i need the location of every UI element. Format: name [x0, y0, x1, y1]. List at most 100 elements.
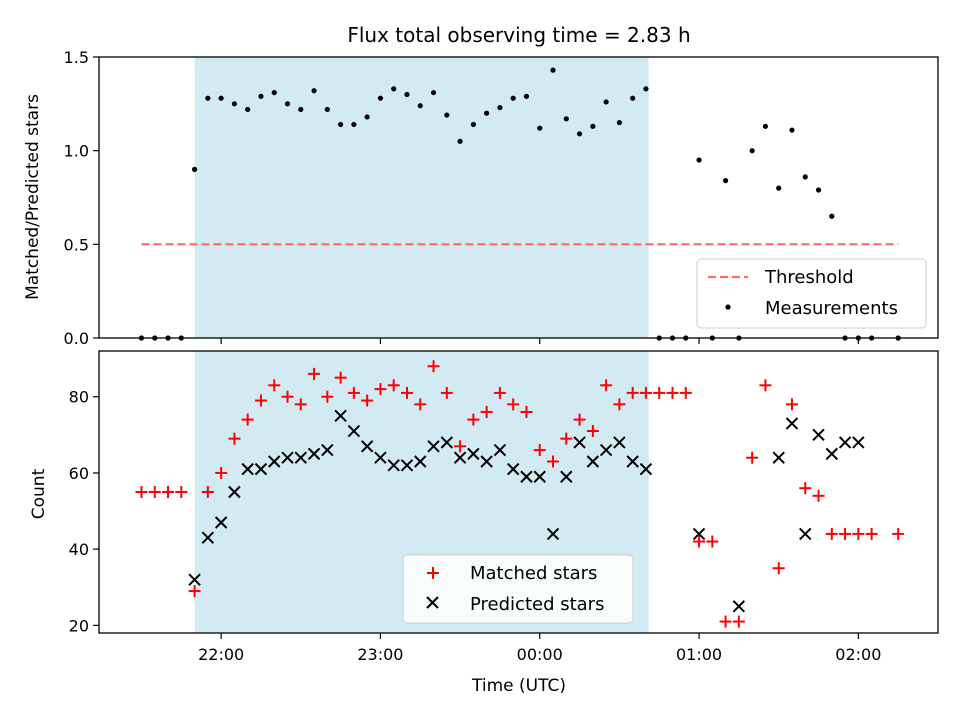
measurement-point	[231, 101, 238, 107]
matched-star-point	[852, 527, 865, 540]
bottom-y-tick-label: 80	[69, 388, 89, 407]
bottom-axes-frame	[98, 350, 939, 634]
predicted-star-point	[799, 527, 812, 541]
measurement-point	[563, 116, 569, 122]
predicted-star-point	[639, 462, 653, 476]
measurement-point	[298, 106, 304, 113]
predicted-star-point	[825, 447, 839, 461]
measurement-point	[271, 89, 277, 96]
measurement-point	[696, 157, 702, 163]
matched-star-point	[268, 379, 281, 392]
measurement-point	[457, 138, 463, 144]
matched-star-point	[520, 405, 533, 418]
predicted-star-point	[440, 436, 454, 449]
matched-star-point	[175, 486, 188, 498]
matched-star-point	[719, 615, 732, 628]
matched-star-point	[666, 386, 679, 399]
predicted-star-point	[467, 447, 480, 461]
predicted-star-point	[321, 443, 334, 457]
predicted-star-point	[812, 428, 825, 442]
measurement-point	[762, 123, 769, 129]
legend-matched-swatch	[427, 567, 439, 579]
measurement-point	[364, 114, 370, 120]
matched-star-point	[294, 398, 307, 411]
x-axis-label: Time (UTC)	[471, 676, 566, 696]
predicted-star-point	[387, 459, 400, 472]
measurement-point	[537, 125, 543, 131]
matched-star-point	[321, 390, 334, 403]
matched-star-point	[215, 466, 228, 479]
measurement-point	[191, 166, 198, 172]
predicted-star-point	[241, 462, 254, 476]
matched-star-point	[785, 398, 798, 411]
matched-star-point	[600, 379, 613, 392]
matched-star-point	[148, 486, 161, 498]
matched-star-point	[347, 386, 360, 399]
matched-star-point	[772, 562, 785, 575]
predicted-star-point	[599, 443, 613, 457]
x-tick-label: 02:00	[835, 645, 881, 664]
top-y-tick-label: 0.0	[64, 329, 89, 348]
measurement-point	[829, 213, 835, 219]
matched-star-point	[533, 444, 546, 457]
matched-star-point	[706, 535, 719, 548]
predicted-star-point	[560, 470, 573, 483]
predicted-star-point	[732, 600, 746, 613]
chart-title: Flux total observing time = 2.83 h	[347, 23, 690, 47]
matched-star-point	[308, 367, 321, 380]
measurement-point	[510, 95, 516, 101]
bottom-y-tick-label: 60	[69, 464, 89, 483]
predicted-star-point	[228, 485, 241, 499]
matched-star-point	[507, 398, 520, 411]
bottom-legend: Matched stars Predicted stars	[402, 554, 634, 624]
bottom-y-axis-label: Count	[29, 468, 49, 519]
measurement-point	[643, 86, 649, 92]
matched-star-point	[440, 386, 453, 399]
top-axes-frame	[98, 56, 939, 339]
predicted-star-point	[573, 436, 586, 449]
measurement-point	[749, 148, 755, 154]
matched-star-point	[427, 360, 440, 373]
measurement-point	[722, 178, 729, 184]
measurement-point	[391, 86, 397, 92]
matched-star-point	[639, 386, 652, 399]
predicted-star-point	[360, 440, 374, 453]
measurement-point	[470, 121, 476, 128]
predicted-star-point	[294, 451, 307, 464]
matched-star-point	[374, 383, 387, 396]
x-tick-label: 00:00	[517, 645, 563, 664]
measurement-point	[603, 99, 609, 105]
measurement-point	[311, 88, 317, 94]
predicted-star-point	[506, 462, 520, 476]
legend-matched-label: Matched stars	[470, 563, 597, 584]
legend-measurements-swatch	[725, 304, 731, 310]
matched-star-point	[626, 386, 639, 399]
predicted-star-point	[692, 527, 706, 541]
bottom-y-tick-label: 20	[69, 616, 89, 635]
measurement-point	[258, 93, 264, 99]
matched-star-point	[201, 486, 214, 498]
predicted-star-point	[838, 436, 852, 449]
measurement-point	[351, 121, 357, 128]
top-legend-box	[696, 258, 927, 329]
predicted-star-point	[586, 455, 600, 468]
matched-star-point	[480, 405, 493, 418]
predicted-star-point	[214, 516, 228, 529]
measurement-point	[404, 91, 410, 98]
matched-star-point	[865, 527, 878, 540]
measurement-point	[789, 127, 795, 133]
measurement-point	[497, 104, 503, 111]
predicted-star-point	[281, 451, 294, 464]
measurement-point	[205, 95, 211, 101]
matched-star-point	[467, 413, 480, 426]
matched-star-point	[188, 585, 201, 598]
measurement-point	[377, 95, 384, 101]
matched-star-point	[679, 386, 692, 399]
measurement-point	[324, 106, 330, 113]
matched-star-point	[547, 455, 560, 468]
measurement-point	[444, 112, 450, 118]
measurement-point	[630, 95, 636, 101]
matched-star-point	[812, 489, 825, 502]
predicted-star-point	[626, 455, 639, 468]
measurement-point	[218, 95, 224, 101]
